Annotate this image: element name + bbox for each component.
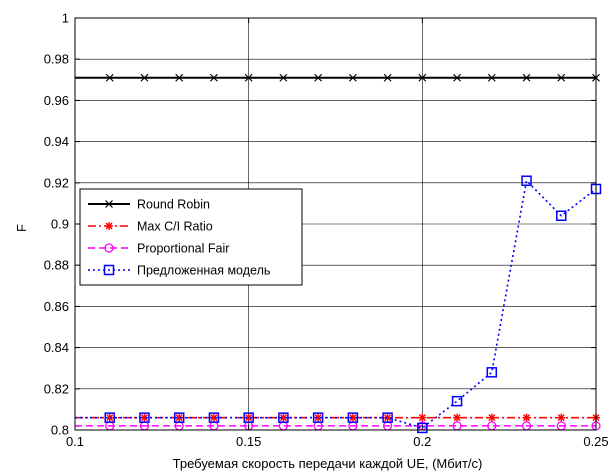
x-tick-label: 0.25 [583, 434, 608, 449]
asterisk-marker [105, 413, 114, 422]
square-marker [208, 412, 220, 423]
legend-item: Proportional Fair [88, 242, 229, 256]
asterisk-marker [522, 413, 531, 422]
legend-item: Round Robin [88, 198, 210, 212]
legend-label: Max C/I Ratio [137, 220, 213, 234]
x-tick-label: 0.1 [66, 434, 84, 449]
square-marker [139, 412, 150, 423]
legend: Round Robin Max C/I Ratio Proportional Fai… [79, 188, 303, 286]
y-tick-label: 0.94 [44, 134, 69, 149]
y-tick-label: 0.98 [44, 52, 69, 67]
y-tick-label: 0.92 [44, 175, 69, 190]
square-marker [278, 412, 289, 423]
y-axis-label: F [14, 224, 29, 232]
legend-label: Proportional Fair [137, 242, 229, 256]
y-tick-label: 0.96 [44, 93, 69, 108]
y-tick-label: 0.82 [44, 381, 69, 396]
asterisk-marker [453, 413, 462, 422]
x-tick-label: 0.2 [413, 434, 431, 449]
x-marker [487, 73, 496, 82]
square-marker [103, 264, 115, 276]
x-marker [348, 73, 357, 82]
x-marker [522, 73, 531, 82]
square-marker [312, 412, 324, 423]
circle-marker [104, 243, 114, 253]
legend-item: Предложенная модель [88, 264, 270, 278]
square-marker [104, 412, 115, 423]
series-line [75, 179, 597, 429]
asterisk-marker [383, 413, 392, 422]
ticks: 0.1 0.15 0.2 0.25 0.8 0.82 0.84 0.86 0.88 0.9 0.92… [44, 11, 609, 450]
series-0 [75, 73, 600, 82]
legend-item: Max C/I Ratio [88, 220, 213, 234]
square-marker [486, 367, 498, 378]
asterisk-marker [418, 413, 427, 422]
x-marker [314, 73, 323, 82]
x-axis-label: Требуемая скорость передачи каждой UE, (… [173, 456, 483, 471]
x-marker [140, 73, 149, 82]
series-3 [75, 175, 602, 434]
x-marker [418, 73, 427, 82]
x-marker [279, 73, 288, 82]
x-marker [175, 73, 184, 82]
asterisk-marker [487, 413, 496, 422]
square-marker [347, 412, 359, 423]
square-marker [521, 175, 532, 186]
legend-label: Round Robin [137, 198, 210, 212]
y-tick-label: 0.86 [44, 299, 69, 314]
grid [75, 18, 596, 430]
y-tick-label: 0.8 [51, 423, 69, 438]
x-marker [210, 73, 218, 82]
legend-label: Предложенная модель [137, 264, 270, 278]
square-marker [382, 412, 393, 423]
square-marker [173, 412, 185, 423]
square-marker [243, 412, 254, 423]
series-layer [75, 73, 602, 434]
x-tick-label: 0.15 [236, 434, 261, 449]
square-marker [556, 210, 567, 222]
square-marker [451, 395, 463, 407]
y-tick-label: 0.9 [51, 217, 69, 232]
y-tick-label: 1 [62, 11, 69, 26]
x-marker [105, 200, 113, 208]
square-marker [417, 422, 428, 434]
x-marker [244, 73, 253, 82]
x-marker [453, 73, 461, 82]
x-marker [557, 73, 566, 82]
x-marker [105, 73, 114, 82]
asterisk-marker [557, 413, 566, 422]
asterisk-marker [105, 222, 113, 230]
y-tick-label: 0.84 [44, 340, 69, 355]
x-marker [383, 73, 392, 82]
y-tick-label: 0.88 [44, 258, 69, 273]
asterisk-marker [140, 413, 149, 422]
